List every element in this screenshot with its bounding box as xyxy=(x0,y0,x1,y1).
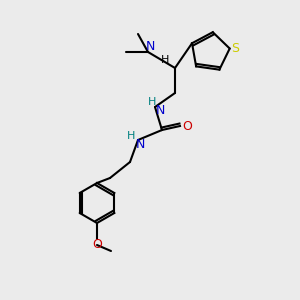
Text: H: H xyxy=(161,55,169,65)
Text: H: H xyxy=(127,131,135,141)
Text: H: H xyxy=(148,97,156,107)
Text: O: O xyxy=(92,238,102,251)
Text: O: O xyxy=(182,119,192,133)
Text: S: S xyxy=(231,42,239,55)
Text: N: N xyxy=(145,40,155,53)
Text: N: N xyxy=(135,139,145,152)
Text: N: N xyxy=(155,103,165,116)
